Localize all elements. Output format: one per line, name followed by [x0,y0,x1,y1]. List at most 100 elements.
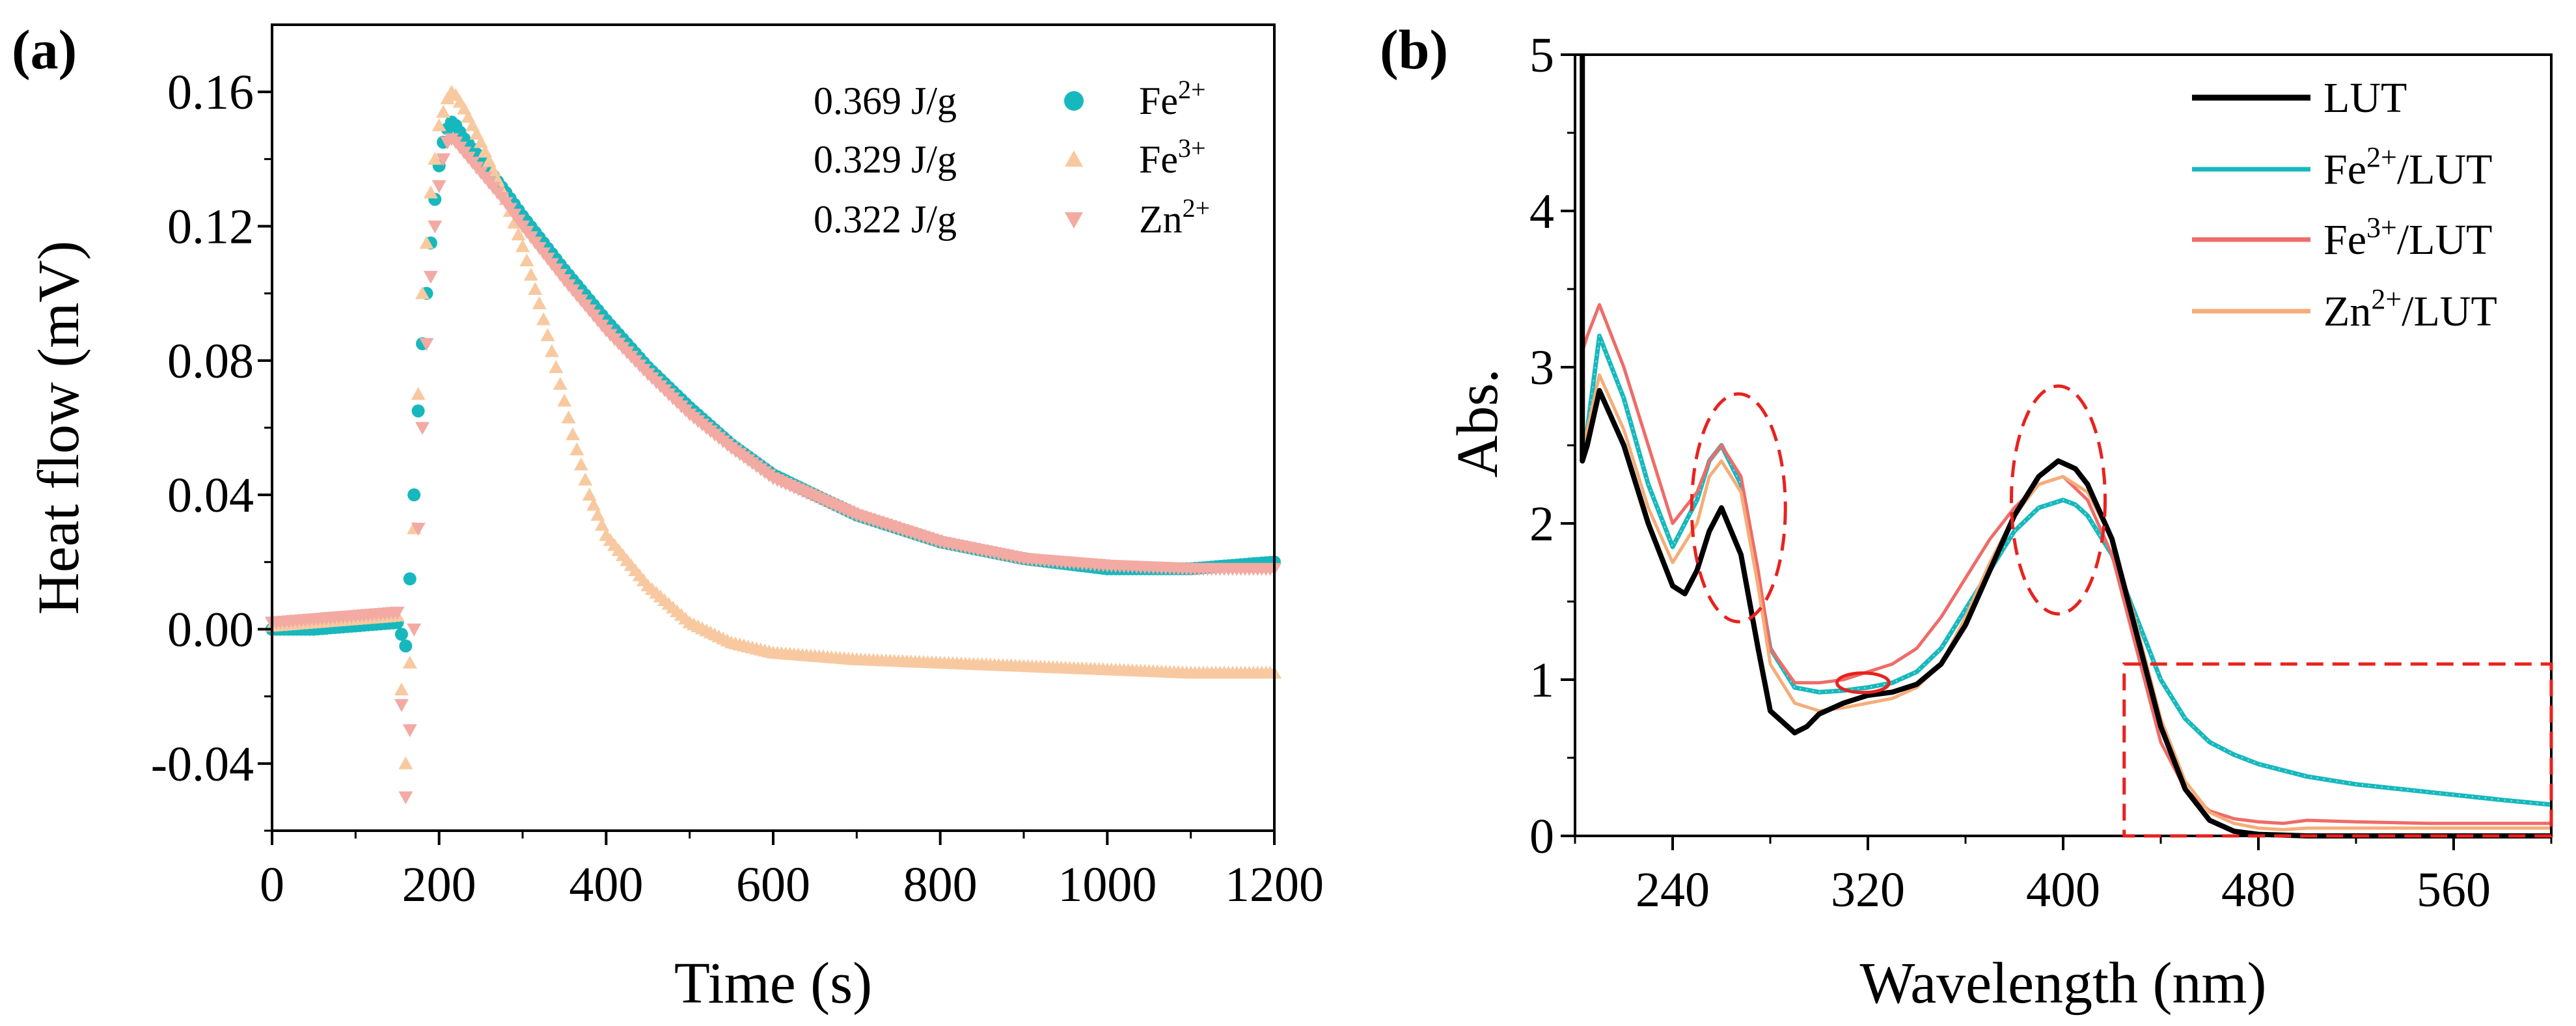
data-point [544,344,559,357]
y-tick-label: 5 [1529,28,1554,83]
data-point [561,410,576,424]
data-point [423,185,438,199]
x-tick-label: 0 [260,857,284,912]
legend-label: Fe3+/LUT [2323,212,2492,264]
data-point [407,488,421,502]
data-point [399,639,413,653]
x-tick-label: 1200 [1225,857,1324,912]
panel-a-plot-area [265,85,1281,805]
data-point [403,572,417,586]
annotation-ellipse-398nm [2010,384,2107,616]
y-tick-label: 0.16 [167,65,254,120]
data-point [398,756,413,770]
legend-energy: 0.329 J/g [814,138,957,181]
panel-b-legend: LUT Fe2+/LUT Fe3+/LUT Zn2+/LUT [2192,74,2497,335]
panel-a-x-axis-title: Time (s) [674,951,872,1016]
legend-entry: LUT [2192,74,2407,122]
data-point [528,282,543,296]
x-tick-label: 800 [903,857,978,912]
legend-marker [1065,212,1083,229]
data-point [549,360,564,373]
data-point [519,253,534,267]
data-point [473,135,488,148]
y-tick-label: 0.00 [167,603,254,658]
data-point [557,393,572,407]
legend-marker [1064,91,1084,111]
data-point [432,180,446,193]
series-zn2plus [265,133,1281,805]
legend-label: LUT [2323,74,2407,122]
data-point [411,522,426,536]
data-point [411,387,426,400]
data-point [478,145,493,158]
legend-label: Fe2+/LUT [2323,141,2492,193]
panel-a-label: (a) [12,18,77,81]
annotation-ellipse-318nm [1835,671,1891,695]
data-point [553,376,568,390]
data-point [394,699,409,712]
data-point [394,628,408,641]
data-point [582,488,597,501]
y-tick-label: 0 [1529,809,1554,864]
panel-b-label: (b) [1380,18,1448,81]
x-tick-label: 240 [1636,863,1710,917]
data-point [419,236,434,249]
x-tick-label: 560 [2417,863,2491,917]
legend-label: Zn2+/LUT [2323,283,2497,335]
panel-a-heat-flow-chart: (a) 0 200 400 600 800 1000 1200 -0.04 0.00 0.04 0.… [12,18,1324,1016]
data-point [482,154,497,167]
data-point [523,268,538,281]
data-point [436,153,451,167]
data-point [432,118,446,132]
panel-b-x-axis-title: Wavelength (nm) [1859,951,2266,1016]
data-point [411,404,425,418]
data-point [590,508,605,521]
data-point [511,227,526,241]
data-point [407,623,422,637]
legend-label: Fe2+ [1139,75,1206,122]
data-point [440,91,455,105]
y-tick-label: 0.04 [167,468,254,523]
data-point [390,606,405,620]
x-tick-label: 1000 [1058,857,1157,912]
x-tick-label: 400 [569,857,643,912]
data-point [436,105,451,118]
y-tick-label: 0.08 [167,334,254,389]
data-point [402,724,417,738]
data-point [428,152,443,165]
legend-label: Fe3+ [1139,133,1206,181]
legend-entry: 0.322 J/g Zn2+ [814,193,1210,241]
data-point [594,518,609,531]
data-point [573,457,588,471]
data-point [578,472,593,486]
x-tick-label: 480 [2221,863,2295,917]
panel-a-legend: 0.369 J/g Fe2+ 0.329 J/g Fe3+ 0.322 J/g Zn2+ [814,75,1210,241]
data-point [394,682,409,696]
y-tick-label: 4 [1529,184,1554,239]
series-line-fe2plus-lut [1580,55,2552,807]
legend-entry: 0.369 J/g Fe2+ [814,75,1206,122]
y-tick-label: 2 [1529,497,1554,551]
series-line-lut [1580,55,2551,839]
legend-entry: Fe2+/LUT [2192,141,2492,193]
legend-entry: Fe3+/LUT [2192,212,2492,264]
y-tick-label: 1 [1529,653,1554,708]
legend-energy: 0.322 J/g [814,198,957,241]
data-point [428,220,443,234]
panel-b-annotations [1690,384,2553,838]
annotation-ellipse-268nm [1690,392,1787,624]
panel-b-ticks: 240 320 400 480 560 0 1 2 3 4 5 [1529,28,2553,917]
data-point [540,328,555,341]
data-point [566,427,580,441]
data-point [415,422,430,435]
data-point [515,239,530,253]
x-tick-label: 320 [1831,863,1905,917]
x-tick-label: 200 [402,857,476,912]
data-point [569,442,584,456]
panel-b-y-axis-title: Abs. [1446,368,1510,478]
data-point [419,338,434,352]
legend-energy: 0.369 J/g [814,79,957,122]
annotation-zoom-box [2122,662,2553,838]
series-fe3plus [265,85,1281,770]
legend-entry: Zn2+/LUT [2192,283,2497,335]
